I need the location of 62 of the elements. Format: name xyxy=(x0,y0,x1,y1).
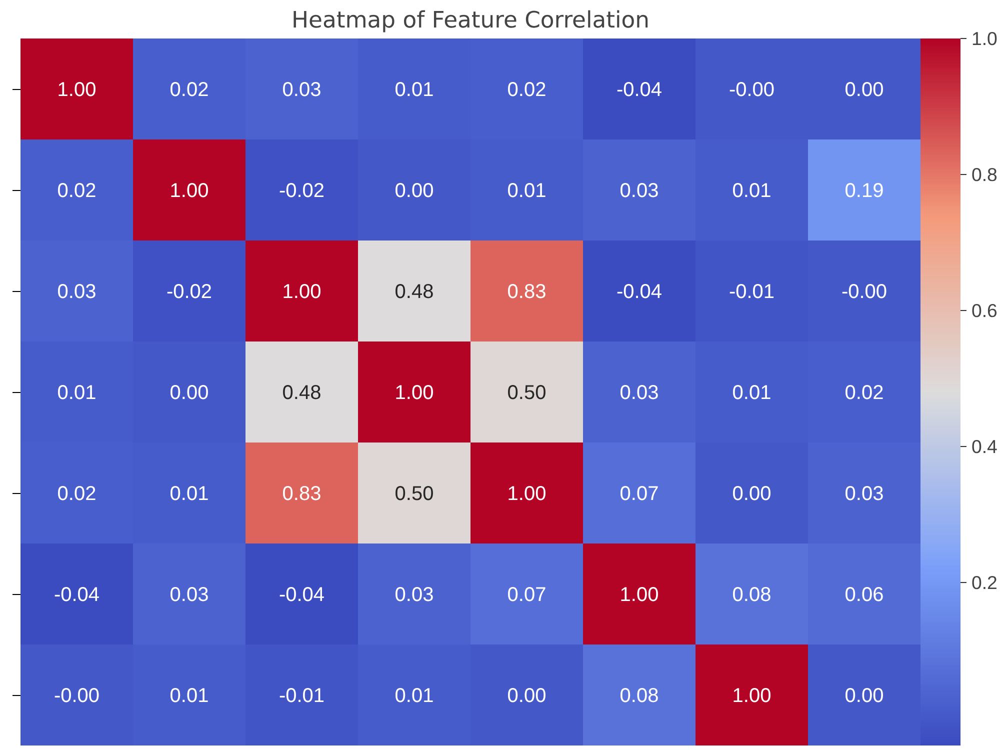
data-label: 0.83 xyxy=(507,281,546,303)
data-label: 0.50 xyxy=(394,483,434,505)
data-label: 1.00 xyxy=(507,483,546,505)
data-label: 0.01 xyxy=(732,382,772,404)
data-label: 0.02 xyxy=(507,79,546,101)
data-label: 0.06 xyxy=(844,584,884,606)
data-label: 0.48 xyxy=(282,382,322,404)
color-bar-label: 0.8 xyxy=(972,164,998,185)
data-label: 0.03 xyxy=(170,584,209,606)
data-label: 1.00 xyxy=(620,584,659,606)
data-label: 0.01 xyxy=(170,483,209,505)
data-label: 0.03 xyxy=(282,79,322,101)
data-label: -0.00 xyxy=(728,79,775,101)
data-label: -0.01 xyxy=(278,685,325,707)
data-label: 0.01 xyxy=(507,180,546,202)
data-label: 0.03 xyxy=(394,584,434,606)
data-label: -0.01 xyxy=(728,281,775,303)
data-label: 0.02 xyxy=(57,483,96,505)
data-label: 0.00 xyxy=(507,685,546,707)
data-label: 0.00 xyxy=(394,180,434,202)
data-label: 1.00 xyxy=(282,281,322,303)
color-bar-label: 0.4 xyxy=(972,436,998,457)
data-label: 0.00 xyxy=(844,79,884,101)
chart-title: Heatmap of Feature Correlation xyxy=(291,8,650,34)
data-label: 0.50 xyxy=(507,382,546,404)
color-bar-label: 0.6 xyxy=(972,300,998,321)
data-label: -0.04 xyxy=(616,79,662,101)
data-label: 0.01 xyxy=(170,685,209,707)
data-label: 1.00 xyxy=(394,382,434,404)
data-label: 0.00 xyxy=(732,483,772,505)
data-label: 0.03 xyxy=(57,281,96,303)
data-label: 0.00 xyxy=(844,685,884,707)
data-label: -0.02 xyxy=(166,281,212,303)
data-label: -0.00 xyxy=(841,281,888,303)
data-label: -0.04 xyxy=(616,281,662,303)
data-label: 0.01 xyxy=(57,382,96,404)
color-bar-label: 1.0 xyxy=(972,28,998,49)
data-label: -0.00 xyxy=(54,685,100,707)
data-label: 1.00 xyxy=(57,79,96,101)
data-label: 0.83 xyxy=(282,483,322,505)
data-label: 0.00 xyxy=(170,382,209,404)
data-label: 0.01 xyxy=(394,79,434,101)
data-label: 0.01 xyxy=(732,180,772,202)
data-label: -0.04 xyxy=(278,584,325,606)
data-label: 0.03 xyxy=(620,180,659,202)
data-label: 0.02 xyxy=(844,382,884,404)
color-bar-label: 0.2 xyxy=(972,572,998,593)
data-label: 0.08 xyxy=(620,685,659,707)
data-label: 0.03 xyxy=(844,483,884,505)
data-label: 0.07 xyxy=(507,584,546,606)
data-label: 1.00 xyxy=(170,180,209,202)
data-label: 0.19 xyxy=(844,180,884,202)
data-label: 0.08 xyxy=(732,584,772,606)
data-label: 0.01 xyxy=(394,685,434,707)
data-label: 0.02 xyxy=(170,79,209,101)
data-label: -0.04 xyxy=(54,584,100,606)
data-label: 0.07 xyxy=(620,483,659,505)
data-label: -0.02 xyxy=(278,180,325,202)
data-label: 0.48 xyxy=(394,281,434,303)
data-label: 0.02 xyxy=(57,180,96,202)
data-label: 0.03 xyxy=(620,382,659,404)
data-label: 1.00 xyxy=(732,685,772,707)
